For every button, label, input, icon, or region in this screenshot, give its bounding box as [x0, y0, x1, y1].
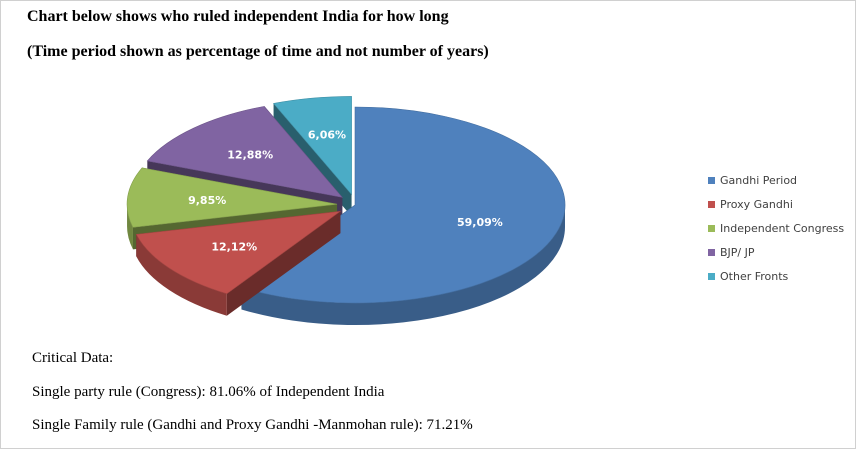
legend-label: Proxy Gandhi [720, 197, 793, 211]
data-label: 59,09% [457, 216, 503, 229]
pie-slice-side [241, 205, 565, 325]
legend-label: Independent Congress [720, 221, 845, 235]
pie-slice-independent-congress: 9,85% [126, 167, 338, 250]
pie-slice-top [240, 106, 566, 304]
pie-slice-top [135, 210, 342, 295]
pie-slice-proxy-gandhi: 12,12% [135, 210, 342, 316]
legend-swatch [708, 176, 715, 184]
notes-line-family: Single Family rule (Gandhi and Proxy Gan… [32, 417, 473, 433]
chart-legend: Gandhi Period Proxy Gandhi Independent Con… [708, 168, 844, 288]
legend-item: BJP/ JP [708, 240, 844, 264]
legend-swatch [708, 248, 715, 256]
data-label: 6,06% [308, 129, 346, 142]
pie-slice-side [136, 234, 227, 316]
data-label: 12,12% [211, 241, 257, 254]
legend-swatch [708, 200, 715, 208]
legend-label: Gandhi Period [720, 173, 798, 187]
pie-slice-top [126, 167, 338, 228]
pie-slice-wall [226, 211, 341, 316]
chart-title: Chart below shows who ruled independent … [27, 8, 449, 25]
legend-item: Gandhi Period [708, 168, 844, 192]
legend-label: Other Fronts [720, 269, 789, 283]
pie-slice-top [272, 96, 352, 196]
pie-slice-side [127, 204, 133, 250]
legend-swatch [708, 272, 715, 280]
legend-item: Independent Congress [708, 216, 844, 240]
chart-subtitle: (Time period shown as percentage of time… [27, 43, 489, 60]
notes-heading: Critical Data: [32, 350, 114, 366]
legend-swatch [708, 224, 715, 232]
legend-item: Other Fronts [708, 264, 844, 288]
notes-line-congress: Single party rule (Congress): 81.06% of … [32, 384, 385, 400]
data-label: 12,88% [227, 148, 273, 161]
legend-item: Proxy Gandhi [708, 192, 844, 216]
pie-slice-top [146, 106, 344, 198]
data-label: 9,85% [188, 194, 226, 207]
legend-label: BJP/ JP [720, 245, 755, 259]
